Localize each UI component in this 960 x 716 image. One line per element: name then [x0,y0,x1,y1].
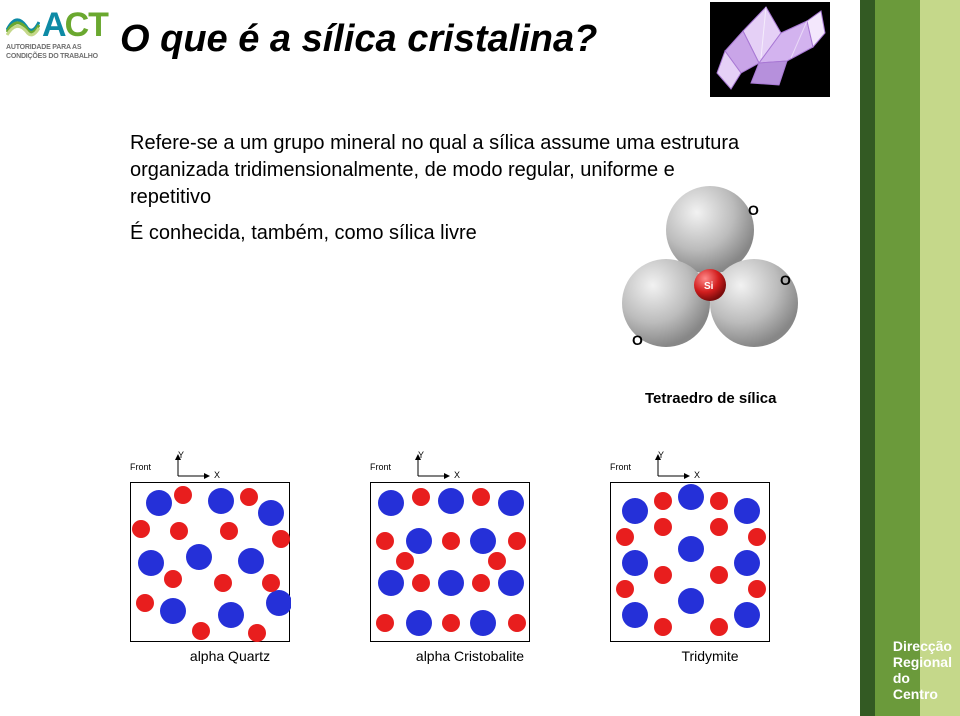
footer-line-2: Regional [893,654,952,670]
slide: A C T AUTORIDADE PARA AS CONDIÇÕES DO TR… [0,0,960,716]
atom-label-o-left: O [632,332,643,348]
logo-letter-t: T [88,8,109,42]
atom-label-o-right: O [780,272,791,288]
axes-front-label: Front [370,462,391,472]
logo-letter-a: A [42,8,65,42]
structure-box [610,482,770,642]
footer: Direcção Regional do Centro [893,638,952,702]
structure-label: alpha Cristobalite [416,648,524,664]
sidebar-accent-light [920,0,960,716]
alpha-quartz-icon [131,483,291,643]
structure-box [370,482,530,642]
footer-line-4: Centro [893,686,952,702]
axes-front-label: Front [130,462,151,472]
logo-letter-c: C [65,8,89,42]
axes-y-label: Y [418,450,424,460]
axes-y-label: Y [658,450,664,460]
axes-x-label: X [214,470,220,480]
structure-label: alpha Quartz [190,648,270,664]
structures-row: Front Y X alpha Quartz [130,452,810,662]
crystal-image [710,2,830,97]
axes-x-label: X [454,470,460,480]
structure-tridymite: Front Y X Tridymite [610,452,810,662]
slide-title: O que é a sílica cristalina? [120,18,597,61]
axes-x-label: X [694,470,700,480]
tetrahedron-icon: O O O Si [620,185,800,365]
atom-label-o-top: O [748,202,759,218]
structure-label: Tridymite [681,648,738,664]
footer-line-1: Direcção [893,638,952,654]
tetrahedron-label: Tetraedro de sílica [645,390,776,407]
sidebar-accent-dark [860,0,875,716]
axes-y-label: Y [178,450,184,460]
atom-label-si: Si [704,281,714,292]
alpha-cristobalite-icon [371,483,531,643]
crystal-icon [711,3,829,96]
structure-alpha-quartz: Front Y X alpha Quartz [130,452,330,662]
tridymite-icon [611,483,771,643]
tetrahedron-figure: O O O Si [620,185,800,365]
axes-front-label: Front [610,462,631,472]
structure-alpha-cristobalite: Front Y X alpha Cristobalite [370,452,570,662]
sidebar-accent-mid [875,0,920,716]
logo-wave-icon [6,8,40,42]
structure-box [130,482,290,642]
footer-line-3: do [893,670,952,686]
